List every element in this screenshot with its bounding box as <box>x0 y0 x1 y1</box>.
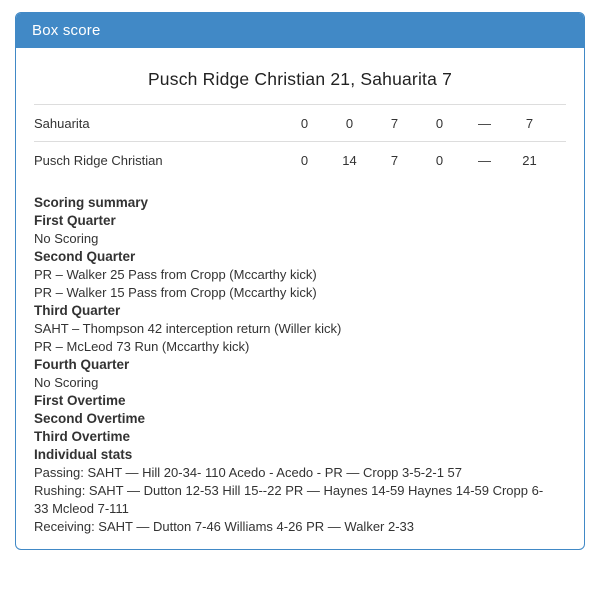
game-result-title: Pusch Ridge Christian 21, Sahuarita 7 <box>147 69 453 89</box>
summary-heading: Third Overtime <box>34 429 131 444</box>
score-table-body: Sahuarita 0 0 7 0 — 7 Pusch Ridge Christian 0 14 7… <box>34 104 566 179</box>
scoring-summary: Scoring summary First Quarter No Scoring Se… <box>34 194 566 536</box>
summary-heading: First Quarter <box>34 213 116 228</box>
score-cell: — <box>478 115 491 131</box>
summary-line: SAHT – Thompson 42 interception return (… <box>34 321 342 336</box>
score-cell: 0 <box>300 115 309 131</box>
summary-heading: Second Quarter <box>34 249 136 264</box>
summary-line: Passing: SAHT — Hill 20-34- 110 Acedo - … <box>34 465 462 480</box>
team-name-cell: Pusch Ridge Christian <box>34 152 163 168</box>
score-cell: 14 <box>342 152 357 168</box>
table-row: Pusch Ridge Christian 0 14 7 0 — 21 <box>34 141 566 179</box>
score-cell: 7 <box>390 115 399 131</box>
summary-heading: Fourth Quarter <box>34 357 130 372</box>
row-end-spacer <box>552 105 566 142</box>
row-end-spacer <box>552 142 566 179</box>
summary-line: PR – McLeod 73 Run (Mccarthy kick) <box>34 339 250 354</box>
summary-heading: Second Overtime <box>34 411 146 426</box>
team-name-cell: Sahuarita <box>34 115 90 131</box>
score-cell: 7 <box>390 152 399 168</box>
panel-body: Pusch Ridge Christian 21, Sahuarita 7 Sa… <box>16 48 584 549</box>
score-cell: 0 <box>345 115 354 131</box>
summary-line: No Scoring <box>34 375 99 390</box>
summary-heading: Scoring summary <box>34 195 149 210</box>
summary-line: No Scoring <box>34 231 99 246</box>
score-cell: 7 <box>525 115 534 131</box>
summary-line: PR – Walker 15 Pass from Cropp (Mccarthy… <box>34 285 317 300</box>
table-row: Sahuarita 0 0 7 0 — 7 <box>34 104 566 142</box>
score-cell: 0 <box>435 115 444 131</box>
summary-heading: Third Quarter <box>34 303 121 318</box>
summary-line: Receiving: SAHT — Dutton 7-46 Williams 4… <box>34 519 415 534</box>
summary-line: PR – Walker 25 Pass from Cropp (Mccarthy… <box>34 267 317 282</box>
score-cell: 0 <box>435 152 444 168</box>
summary-heading: Individual stats <box>34 447 133 462</box>
score-cell: — <box>478 152 491 168</box>
score-table: Sahuarita 0 0 7 0 — 7 Pusch Ridge Christian 0 14 7… <box>34 104 566 178</box>
summary-heading: First Overtime <box>34 393 126 408</box>
box-score-panel: Box score Pusch Ridge Christian 21, Sahu… <box>15 12 585 550</box>
panel-header: Box score <box>16 13 584 48</box>
summary-line: Rushing: SAHT — Dutton 12-53 Hill 15--22… <box>34 483 544 516</box>
panel-header-title: Box score <box>32 22 101 39</box>
score-cell: 21 <box>522 152 537 168</box>
score-cell: 0 <box>300 152 309 168</box>
